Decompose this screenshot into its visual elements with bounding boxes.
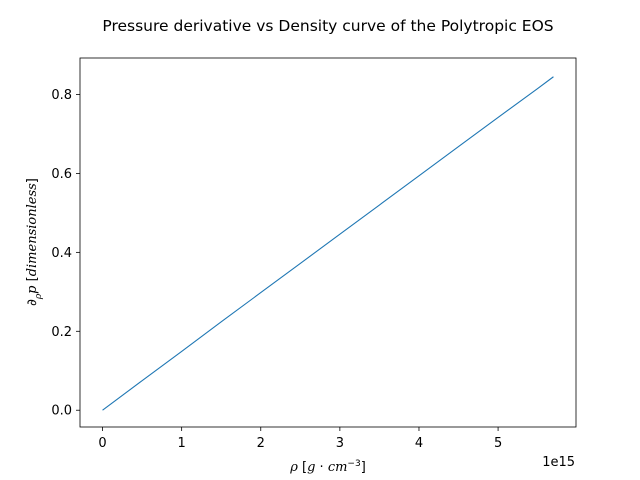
x-tick-label: 0 (98, 436, 106, 451)
plot-area (79, 57, 577, 428)
y-axis-ticks: 0.0 0.2 0.4 0.6 0.8 (51, 88, 80, 419)
y-tick-label: 0.2 (51, 325, 72, 340)
x-tick-label: 3 (336, 436, 344, 451)
series-line-0 (102, 76, 554, 411)
y-tick-label: 0.4 (51, 246, 72, 261)
x-axis-label: ρ [g · cm−3] (289, 459, 366, 475)
axes-frame (79, 57, 577, 428)
x-axis-offset-text: 1e15 (542, 455, 575, 470)
y-tick-label: 0.0 (51, 404, 72, 419)
x-axis-ticks: 0 1 2 3 4 5 (98, 427, 502, 451)
y-axis-label: ∂ρp [dimensionless] (25, 178, 44, 306)
x-tick-label: 5 (494, 436, 502, 451)
x-tick-label: 2 (257, 436, 265, 451)
series-layer (102, 76, 554, 411)
y-tick-label: 0.8 (51, 88, 72, 103)
chart-title: Pressure derivative vs Density curve of … (102, 17, 553, 35)
x-tick-label: 4 (415, 436, 423, 451)
x-tick-label: 1 (178, 436, 186, 451)
y-tick-label: 0.6 (51, 167, 72, 182)
